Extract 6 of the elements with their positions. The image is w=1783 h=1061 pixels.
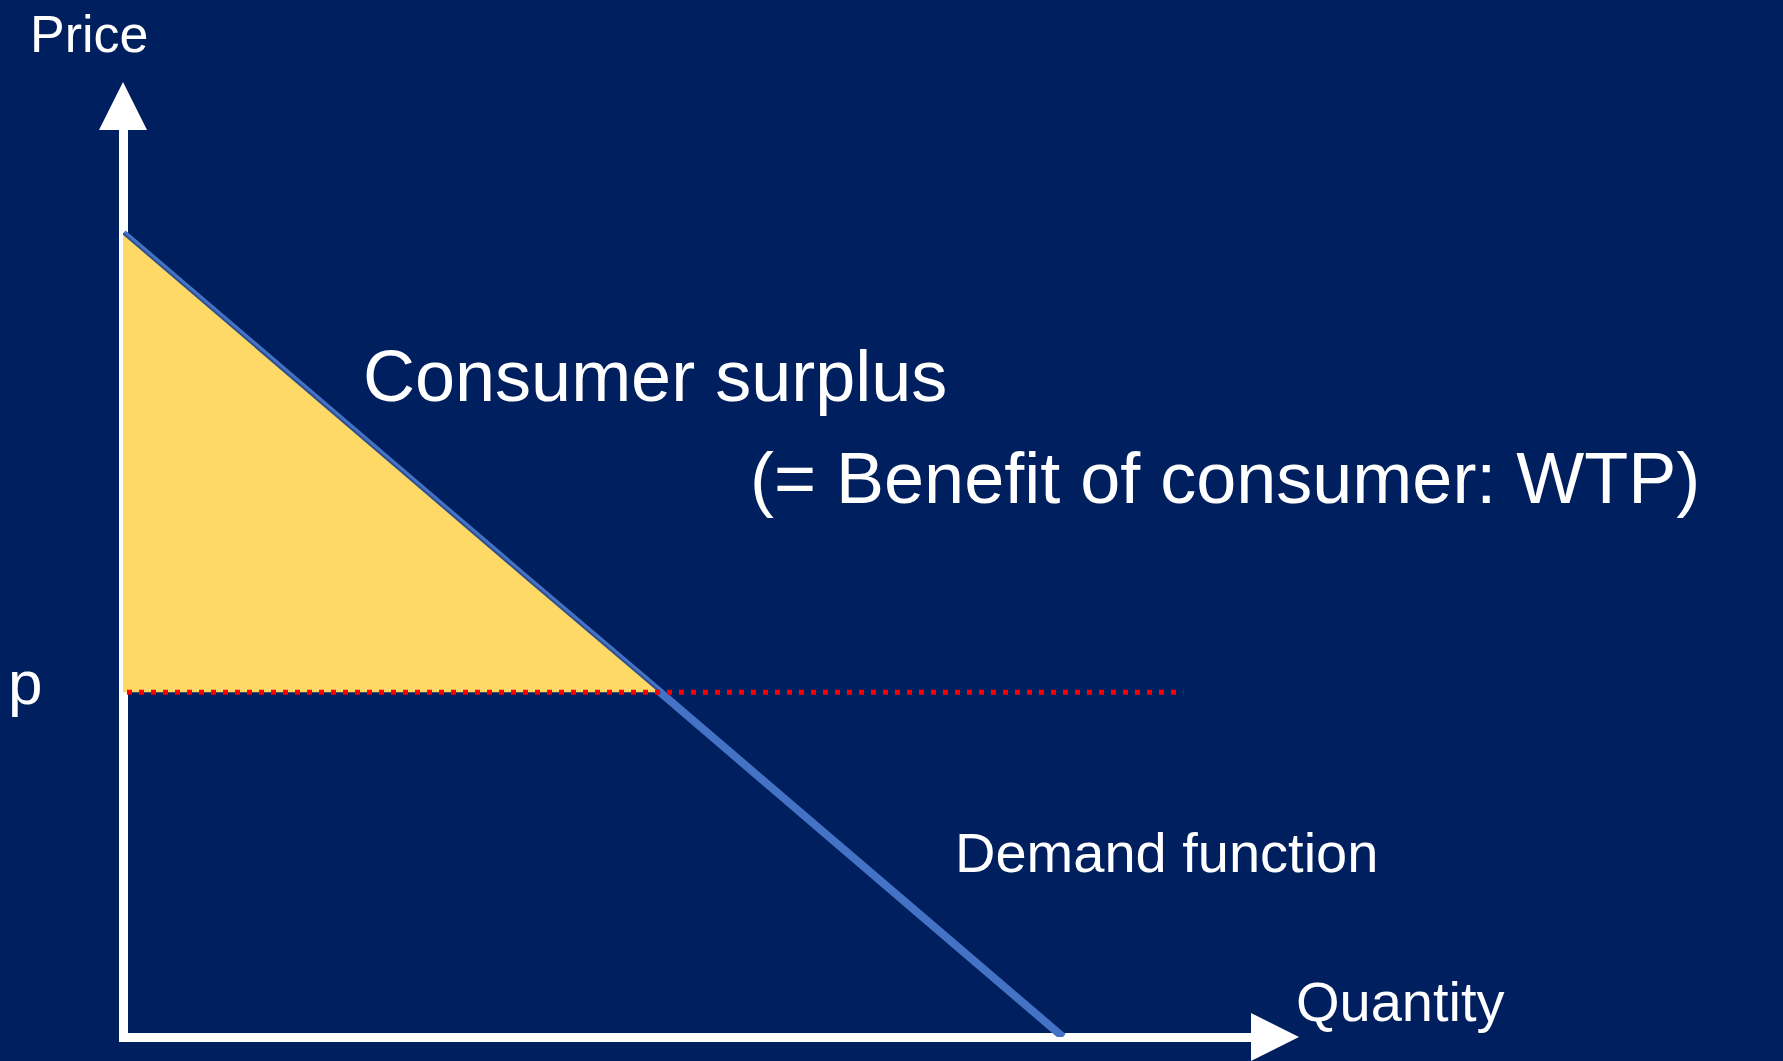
y-axis-title: Price: [30, 4, 149, 64]
series-label: Demand function: [955, 820, 1379, 885]
annotation: (= Benefit of consumer: WTP): [750, 437, 1701, 519]
ref-line-label: p: [8, 647, 43, 719]
x-axis-title: Quantity: [1296, 969, 1505, 1034]
series-label: Consumer surplus: [363, 335, 948, 417]
